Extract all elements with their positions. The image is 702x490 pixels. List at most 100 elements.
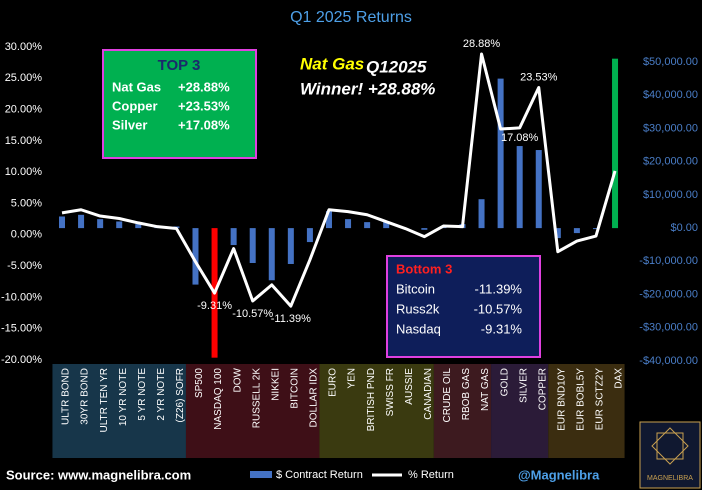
y2-tick-label: $10,000.00 (643, 189, 698, 201)
x-tick-label: 2 YR NOTE (156, 368, 167, 421)
x-tick-label: 10 YR NOTE (118, 368, 129, 426)
bar (612, 58, 619, 229)
y2-tick-label: $0.00 (670, 222, 698, 234)
logo-shape (656, 432, 684, 460)
x-tick-label: DOW (232, 367, 243, 392)
bar (516, 146, 523, 229)
line (61, 52, 617, 308)
data-label: -9.31% (197, 300, 232, 312)
bottom3-name: Russ2k (396, 301, 440, 316)
bar (78, 214, 85, 229)
x-tick-label: SILVER (518, 368, 529, 403)
annotation-period: Q12025 (366, 57, 427, 76)
y-tick-label: 15.00% (5, 135, 43, 147)
bottom3-value: -11.39% (475, 281, 523, 296)
bar (59, 216, 65, 229)
top3-name: Copper (112, 98, 158, 113)
x-tick-label: DOLLAR IDX (309, 368, 320, 428)
x-tick-label: GOLD (499, 368, 510, 396)
y-tick-label: -10.00% (1, 291, 42, 303)
category-panel (548, 364, 625, 458)
top3-name: Silver (112, 117, 147, 132)
y-tick-label: 20.00% (5, 104, 43, 116)
logo-text: MAGNELIBRA (647, 475, 693, 482)
legend-label: % Return (408, 469, 454, 481)
bar (364, 222, 371, 229)
top3-title: TOP 3 (158, 57, 201, 74)
y-tick-label: -20.00% (1, 354, 42, 366)
handle: @Magnelibra (518, 467, 600, 482)
category-panels (52, 364, 625, 458)
bottom3-title: Bottom 3 (396, 261, 452, 276)
y-tick-label: 10.00% (5, 166, 43, 178)
data-label: 23.53% (520, 71, 558, 83)
bottom3-box (386, 255, 541, 358)
bar (345, 219, 352, 229)
bar (116, 221, 123, 229)
y-tick-label: -15.00% (1, 323, 42, 335)
bar (287, 228, 294, 264)
bar (325, 211, 332, 229)
top3-value: +23.53% (178, 98, 230, 113)
bar (421, 228, 428, 230)
top3-name: Nat Gas (112, 79, 161, 94)
chart-title: Q1 2025 Returns (290, 9, 412, 26)
x-tick-label: BRITISH PND (366, 368, 377, 431)
bar (230, 228, 237, 246)
x-tick-label: RUSSELL 2K (251, 368, 262, 429)
x-tick-label: ULTR TEN YR (99, 368, 110, 432)
bottom3-name: Nasdaq (396, 321, 441, 336)
y2-tick-label: $50,000.00 (643, 56, 698, 68)
y2-tick-label: -$30,000.00 (639, 322, 698, 334)
x-tick-label: EUR BND10Y (556, 368, 567, 431)
x-tick-label: DAX (614, 368, 625, 389)
bar (306, 228, 313, 243)
x-tick-label: SP500 (194, 368, 205, 398)
bar (478, 199, 485, 229)
bar (383, 221, 390, 229)
x-tick-label: ULTR BOND (61, 368, 72, 425)
data-label: -10.57% (232, 308, 273, 320)
y2-tick-label: -$40,000.00 (639, 355, 698, 367)
x-tick-label: BITCOIN (289, 368, 300, 409)
x-tick-label: YEN (347, 368, 358, 389)
annotation-text: Winner! +28.88% (300, 79, 435, 98)
x-tick-label: AUSSIE (404, 368, 415, 405)
bar (192, 228, 199, 285)
x-tick-label: EUR BOBL5Y (576, 368, 587, 431)
category-panel (433, 364, 492, 458)
top3-value: +17.08% (178, 117, 230, 132)
bar (97, 219, 104, 229)
bar (535, 150, 542, 229)
x-tick-label: NAT GAS (480, 368, 491, 411)
y2-tick-label: -$20,000.00 (639, 288, 698, 300)
bottom3-value: -10.57% (474, 301, 523, 316)
category-panel (185, 364, 320, 458)
x-tick-label: EUR SCTZ2Y (595, 368, 606, 431)
x-tick-label: CRUDE OIL (442, 368, 453, 423)
y2-tick-label: $40,000.00 (643, 89, 698, 101)
bar (592, 228, 599, 230)
bottom3-name: Bitcoin (396, 281, 435, 296)
x-tick-label: NASDAQ 100 (213, 368, 224, 430)
x-tick-label: CANADIAN (423, 368, 434, 420)
bar (135, 224, 142, 229)
data-label: 28.88% (463, 38, 501, 50)
x-tick-label: 5 YR NOTE (137, 368, 148, 421)
top3-value: +28.88% (178, 79, 230, 94)
y2-tick-label: $30,000.00 (643, 122, 698, 134)
data-label: -11.39% (271, 313, 311, 325)
x-tick-label: SWISS FR (385, 368, 396, 416)
y-tick-label: 25.00% (5, 72, 43, 84)
x-tick-label: RBOB GAS (461, 368, 472, 421)
y-tick-label: 30.00% (5, 41, 43, 53)
y2-tick-label: -$10,000.00 (639, 255, 698, 267)
bar (497, 78, 504, 229)
logo-shape (651, 427, 689, 465)
bar (573, 228, 580, 234)
y2-tick-label: $20,000.00 (643, 156, 698, 168)
x-tick-label: (Z26) SOFR (175, 368, 186, 422)
legend-label: $ Contract Return (276, 469, 363, 481)
